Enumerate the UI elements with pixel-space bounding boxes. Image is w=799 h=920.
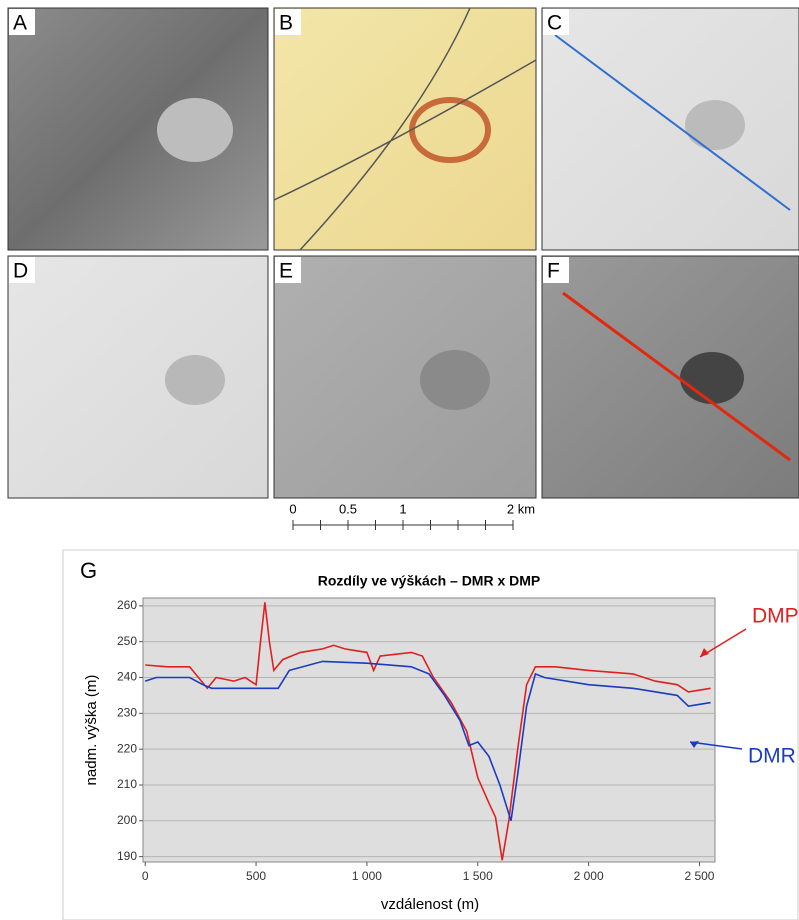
- panels: [8, 8, 799, 498]
- scale-bar: 0 0.5 1 2 km: [289, 501, 535, 530]
- panel-label: C: [547, 12, 562, 35]
- y-tick-label: 250: [117, 634, 137, 648]
- y-tick-label: 220: [117, 741, 137, 755]
- y-tick-label: 200: [117, 813, 137, 827]
- x-tick-label: 1 000: [352, 869, 382, 883]
- panel-label: E: [279, 260, 293, 283]
- x-axis-label: vzdálenost (m): [381, 896, 479, 913]
- chart-title: Rozdíly ve výškách – DMR x DMP: [318, 573, 541, 589]
- feature: [685, 100, 745, 150]
- y-tick-label: 240: [117, 670, 137, 684]
- x-tick-label: 500: [246, 869, 266, 883]
- x-tick-label: 2 000: [574, 869, 604, 883]
- feature: [420, 350, 490, 410]
- x-tick-label: 1 500: [463, 869, 493, 883]
- feature: [165, 355, 225, 405]
- panel-label: A: [13, 12, 27, 35]
- y-axis-label: nadm. výška (m): [83, 675, 100, 786]
- scale-label: 0: [289, 501, 296, 516]
- scale-label: 0.5: [339, 501, 357, 516]
- panel-image: [274, 8, 536, 250]
- y-tick-label: 230: [117, 706, 137, 720]
- panel-label: B: [279, 12, 293, 35]
- panel-label: F: [547, 260, 560, 283]
- y-tick-label: 210: [117, 777, 137, 791]
- feature: [680, 352, 744, 404]
- legend-label: DMP: [752, 605, 799, 628]
- y-tick-label: 260: [117, 598, 137, 612]
- legend-label: DMR: [748, 745, 796, 768]
- x-tick-label: 2 500: [684, 869, 714, 883]
- figure: 0 0.5 1 2 km G Rozdíly ve výškách – DMR x D…: [0, 0, 799, 920]
- scale-label: 2 km: [507, 501, 535, 516]
- scale-label: 1: [399, 501, 406, 516]
- panel-image: [8, 256, 268, 498]
- panel-label: G: [80, 558, 97, 583]
- panel-image: [542, 256, 799, 498]
- x-tick-label: 0: [142, 869, 149, 883]
- plot-area: [143, 598, 715, 862]
- panel-image: [542, 8, 799, 250]
- panel-label: D: [13, 260, 28, 283]
- feature: [157, 98, 233, 162]
- y-tick-label: 190: [117, 849, 137, 863]
- panel-image: [274, 256, 536, 498]
